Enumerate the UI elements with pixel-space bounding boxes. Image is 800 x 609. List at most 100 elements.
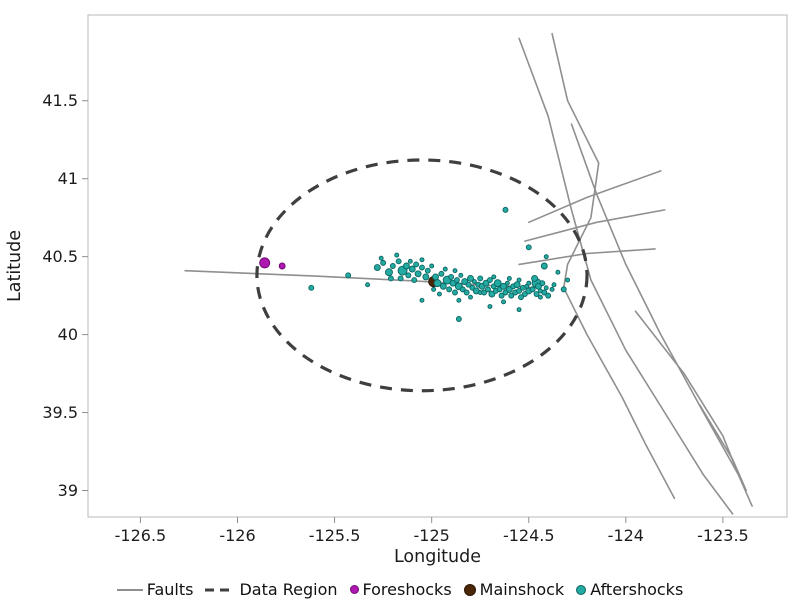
y-tick-label: 39	[58, 481, 78, 500]
aftershock-point	[468, 294, 473, 300]
y-axis-label: Latitude	[5, 230, 25, 302]
aftershock-point	[411, 277, 418, 283]
legend-item-faults: Faults	[116, 580, 193, 599]
x-tick-label: -126	[219, 526, 255, 545]
aftershock-point	[485, 286, 491, 293]
foreshocks-dot-swatch	[349, 585, 359, 594]
aftershock-point	[533, 291, 540, 298]
aftershock-point	[419, 297, 425, 303]
aftershock-point	[502, 206, 509, 213]
x-tick-label: -124	[608, 526, 644, 545]
aftershock-point	[500, 282, 507, 290]
aftershock-point	[442, 266, 448, 272]
fault-line	[698, 403, 748, 492]
fault-line	[527, 170, 662, 224]
aftershock-point	[529, 286, 536, 293]
fault-line	[518, 37, 734, 515]
aftershock-point	[506, 276, 512, 281]
legend-item-mainshock: Mainshock	[463, 580, 565, 599]
aftershock-point	[452, 289, 458, 296]
aftershock-point	[456, 297, 462, 303]
fault-line	[524, 209, 666, 242]
aftershock-point	[413, 261, 420, 268]
legend-label-aftershocks: Aftershocks	[590, 580, 684, 599]
aftershock-point	[394, 252, 400, 258]
faults-line-swatch	[116, 588, 143, 591]
aftershock-point	[513, 281, 521, 289]
aftershock-point	[458, 272, 464, 278]
aftershock-point	[501, 299, 506, 305]
aftershock-point	[555, 269, 561, 275]
data-region-dashed-swatch	[205, 588, 236, 591]
aftershock-point	[453, 277, 460, 283]
aftershock-point	[491, 274, 497, 280]
aftershock-point	[508, 292, 515, 299]
plot-frame	[87, 14, 788, 518]
aftershock-point	[387, 275, 394, 282]
aftershock-point	[549, 286, 555, 292]
aftershock-point	[471, 279, 477, 285]
aftershock-point	[431, 286, 437, 292]
aftershock-point	[448, 273, 455, 280]
aftershock-point	[516, 307, 522, 313]
aftershock-point	[414, 270, 422, 278]
aftershock-point	[380, 259, 387, 266]
x-tick-label: -126.5	[115, 526, 167, 545]
aftershock-point	[516, 287, 522, 294]
fault-line	[518, 248, 656, 266]
legend-item-data-region: Data Region	[205, 580, 338, 599]
aftershock-point	[525, 244, 532, 251]
aftershock-point	[308, 284, 315, 291]
x-tick-label: -124.5	[503, 526, 555, 545]
aftershock-point	[526, 280, 532, 286]
aftershock-point	[433, 279, 442, 288]
aftershock-point	[438, 270, 445, 277]
aftershock-point	[543, 285, 549, 291]
fault-line	[634, 310, 740, 476]
legend: Faults Data Region Foreshocks Mainshock …	[0, 570, 800, 609]
aftershock-point	[504, 280, 510, 286]
aftershock-point	[389, 263, 396, 269]
y-tick-label: 41	[58, 169, 78, 188]
y-tick-label: 40.5	[42, 247, 78, 266]
aftershock-point	[408, 265, 416, 273]
aftershock-point	[405, 272, 412, 279]
mainshock-dot-swatch	[463, 583, 476, 596]
x-tick-label: -125	[414, 526, 450, 545]
foreshock-point	[278, 262, 286, 270]
aftershock-point	[486, 277, 493, 283]
aftershock-point	[477, 275, 484, 282]
aftershock-point	[419, 257, 425, 263]
aftershock-point	[419, 264, 425, 271]
aftershock-point	[560, 286, 567, 293]
aftershock-point	[365, 282, 371, 288]
aftershock-point	[551, 282, 557, 288]
aftershock-point	[432, 273, 440, 281]
aftershock-point	[459, 286, 466, 293]
aftershock-point	[345, 272, 352, 279]
legend-item-aftershocks: Aftershocks	[576, 580, 683, 599]
foreshock-point	[259, 257, 271, 269]
y-tick-label: 40	[58, 325, 78, 344]
x-axis-label: Longitude	[394, 547, 481, 567]
aftershock-point	[373, 264, 381, 272]
aftershock-point	[378, 255, 384, 261]
aftershock-point	[407, 258, 413, 264]
y-tick-label: 39.5	[42, 403, 78, 422]
fault-line	[551, 32, 676, 500]
aftershock-point	[493, 279, 502, 288]
aftershock-point	[540, 262, 548, 270]
aftershock-point	[537, 294, 543, 300]
aftershock-point	[402, 262, 410, 270]
aftershock-point	[545, 292, 552, 299]
fault-line	[570, 123, 753, 507]
data-region-ellipse	[255, 158, 589, 393]
aftershock-point	[539, 280, 546, 287]
aftershock-point	[518, 294, 524, 301]
aftershock-point	[465, 281, 472, 288]
scatter-map: -126.5 -126 -125.5 -125 -124.5 -124 -123.5 39 39…	[5, 14, 788, 567]
legend-label-mainshock: Mainshock	[479, 580, 565, 599]
aftershock-point	[565, 277, 571, 283]
aftershock-point	[439, 282, 447, 290]
aftershock-point	[385, 268, 393, 277]
